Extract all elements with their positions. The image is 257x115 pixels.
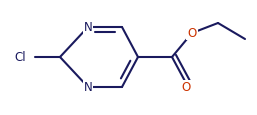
Text: O: O bbox=[181, 81, 191, 94]
Text: Cl: Cl bbox=[14, 51, 26, 64]
Text: N: N bbox=[84, 81, 92, 94]
Text: O: O bbox=[187, 27, 197, 40]
Text: N: N bbox=[84, 21, 92, 34]
